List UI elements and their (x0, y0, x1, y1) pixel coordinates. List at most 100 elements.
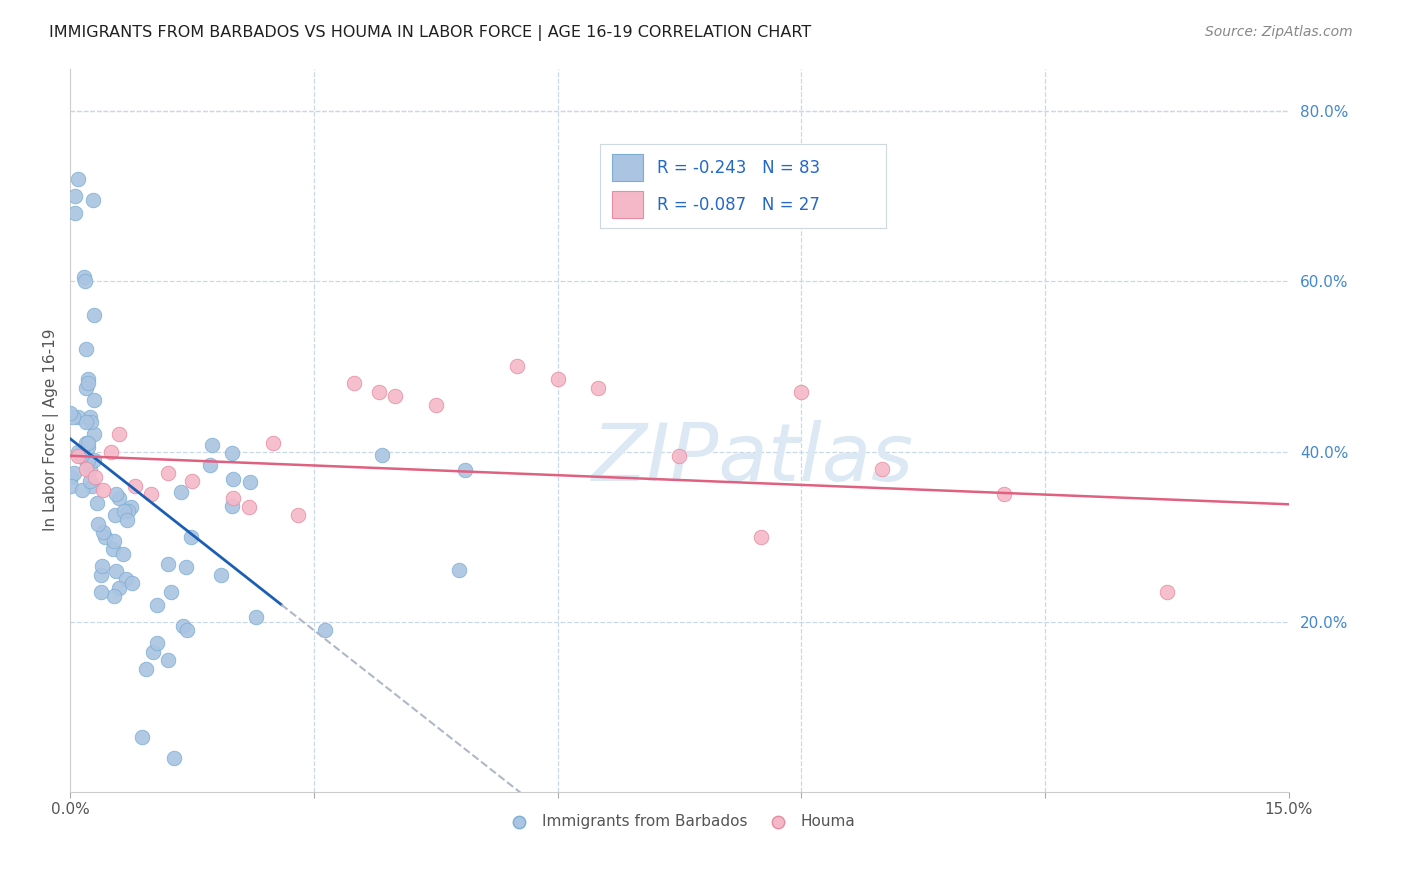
Point (239, 475, 262, 489)
Y-axis label: In Labor Force | Age 16-19: In Labor Force | Age 16-19 (44, 329, 59, 532)
Point (547, 372, 569, 386)
Point (67, 444, 90, 458)
Point (90, 568, 112, 582)
Point (112, 547, 135, 561)
Point (449, 563, 471, 577)
Point (156, 557, 179, 571)
Point (104, 487, 127, 501)
Point (238, 500, 260, 514)
Point (790, 384, 813, 399)
Point (91, 483, 114, 497)
Point (370, 448, 392, 462)
Point (146, 636, 169, 650)
Point (70, 444, 93, 458)
Point (59, 470, 82, 484)
Point (262, 436, 284, 450)
Point (76, 457, 98, 471)
Point (749, 530, 772, 544)
Point (141, 487, 163, 501)
Point (75, 436, 97, 450)
Point (142, 644, 165, 658)
Point (163, 751, 186, 765)
Point (174, 559, 197, 574)
Point (73, 270, 96, 285)
Point (222, 472, 245, 486)
Point (70, 483, 93, 497)
Point (160, 585, 183, 599)
Point (90, 559, 112, 574)
Point (66, 410, 89, 425)
Point (67, 449, 90, 463)
Point (82, 478, 104, 492)
Text: ZIPatlas: ZIPatlas (592, 420, 914, 498)
Point (169, 484, 191, 499)
Point (287, 508, 309, 523)
Point (120, 500, 142, 514)
Point (83, 393, 105, 408)
Point (108, 427, 131, 442)
Point (156, 653, 179, 667)
Point (200, 458, 222, 472)
Point (221, 491, 243, 506)
Point (201, 438, 224, 452)
Point (114, 572, 136, 586)
Point (245, 610, 267, 624)
Point (103, 542, 125, 557)
Point (145, 598, 167, 612)
Point (76, 436, 98, 450)
Point (108, 581, 131, 595)
Point (112, 504, 135, 518)
Point (83, 309, 105, 323)
Point (1156, 585, 1178, 599)
Point (79, 475, 101, 489)
Text: Source: ZipAtlas.com: Source: ZipAtlas.com (1205, 25, 1353, 39)
Point (105, 564, 128, 578)
Point (83, 470, 105, 484)
Point (90, 585, 112, 599)
Point (221, 499, 243, 513)
Point (63, 206, 86, 220)
Point (103, 533, 125, 548)
Point (100, 444, 122, 458)
Text: IMMIGRANTS FROM BARBADOS VS HOUMA IN LABOR FORCE | AGE 16-19 CORRELATION CHART: IMMIGRANTS FROM BARBADOS VS HOUMA IN LAB… (49, 25, 811, 41)
Point (66, 172, 89, 186)
Point (367, 384, 389, 399)
Point (63, 466, 86, 480)
Point (77, 453, 100, 467)
Point (454, 463, 477, 477)
Point (506, 359, 529, 374)
Point (104, 508, 127, 523)
Point (93, 525, 115, 540)
Point (181, 475, 204, 489)
Point (76, 440, 98, 454)
Point (176, 624, 198, 638)
Point (343, 376, 366, 391)
Point (121, 576, 143, 591)
Point (75, 415, 97, 429)
Point (117, 513, 139, 527)
Legend: Immigrants from Barbados, Houma: Immigrants from Barbados, Houma (498, 808, 862, 835)
Point (76, 461, 98, 475)
Point (425, 398, 447, 412)
Point (79, 461, 101, 475)
Point (83, 453, 105, 467)
Point (73, 274, 96, 288)
Point (75, 381, 97, 395)
Point (993, 487, 1015, 501)
Point (103, 589, 125, 603)
Point (124, 478, 146, 492)
Point (94, 530, 117, 544)
Point (86, 495, 108, 509)
Point (75, 343, 97, 357)
Point (586, 381, 609, 395)
Point (108, 491, 131, 506)
Point (384, 389, 406, 403)
Point (79, 410, 101, 425)
Point (77, 372, 100, 386)
Point (117, 504, 139, 518)
Point (77, 376, 100, 391)
Point (83, 427, 105, 442)
Point (180, 530, 202, 544)
Point (59, 406, 82, 420)
Point (59, 478, 82, 492)
